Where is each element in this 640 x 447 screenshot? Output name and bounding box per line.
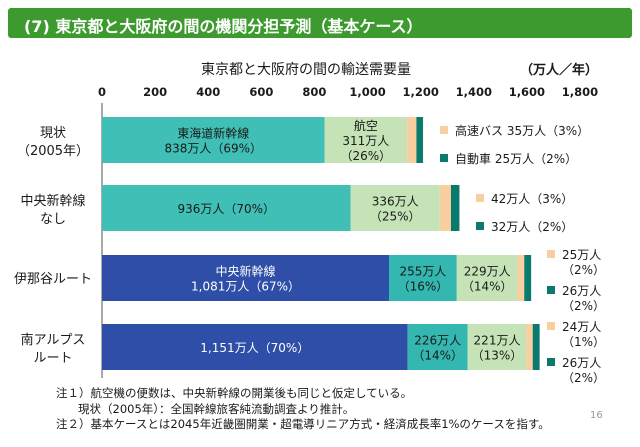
bar-segment-car: [524, 255, 532, 301]
unit-label: （万人／年）: [520, 62, 598, 78]
x-tick-label: 1,200: [402, 85, 438, 99]
data-label: （26%）: [340, 149, 391, 163]
data-label: （14%）: [462, 280, 513, 294]
bar-segment-car: [416, 117, 424, 163]
data-label: 1,081万人（67%）: [191, 280, 300, 294]
page-number: 16: [590, 410, 603, 421]
x-tick-label: 400: [196, 85, 220, 99]
x-tick-label: 600: [249, 85, 273, 99]
bus-side-label: （2%）: [562, 263, 605, 277]
car-side-label: 32万人（2%）: [491, 220, 573, 234]
car-side-label: 26万人: [562, 284, 601, 298]
chart-title: 東京都と大阪府の間の輸送需要量: [201, 62, 411, 78]
notes: 注１）航空機の便数は、中央新幹線の開業後も同じと仮定している。 現状（2005年…: [56, 386, 550, 433]
bus-legend-marker: [547, 322, 555, 330]
car-side-label: 自動車 25万人（2%）: [455, 152, 577, 166]
data-label: 311万人: [342, 134, 389, 148]
data-label: 航空: [354, 118, 378, 133]
category-label: 中央新幹線: [20, 193, 85, 209]
data-label: （25%）: [370, 210, 421, 224]
bus-side-label: 24万人: [562, 320, 601, 334]
bar-segment-car: [450, 185, 460, 231]
title-bar: (7) 東京都と大阪府の間の機関分担予測（基本ケース）: [8, 8, 632, 38]
data-label: 221万人: [474, 334, 521, 348]
car-legend-marker: [547, 358, 555, 366]
bar-segment-maglev: [102, 324, 408, 370]
category-label: ルート: [33, 351, 72, 366]
bus-side-label: 高速バス 35万人（3%）: [455, 123, 589, 138]
car-legend-marker: [440, 154, 448, 162]
bar-segment-air: [456, 255, 518, 301]
note-2: 注２）基本ケースとは2045年近畿圏開業・超電導リニア方式・経済成長率1%のケー…: [56, 417, 550, 431]
note-1-sub: 現状（2005年）：全国幹線旅客純流動調査より推計。: [78, 401, 355, 416]
data-label: （13%）: [472, 349, 523, 363]
bar-segment-maglev: [102, 255, 390, 301]
category-label: （2005年）: [17, 144, 89, 159]
x-tick-label: 200: [143, 85, 167, 99]
data-label: （16%）: [398, 280, 449, 294]
bar-segment-air: [467, 324, 527, 370]
data-label: （14%）: [412, 349, 463, 363]
bar-segment-shinkansen: [102, 185, 351, 231]
bus-legend-marker: [547, 250, 555, 258]
x-tick-label: 1,000: [349, 85, 385, 99]
car-side-label: （2%）: [562, 299, 605, 313]
page-title: (7) 東京都と大阪府の間の機関分担予測（基本ケース）: [24, 17, 423, 36]
data-label: 1,151万人（70%）: [200, 341, 309, 355]
data-label: 255万人: [399, 265, 446, 279]
bar-segment-air: [350, 185, 440, 231]
bus-legend-marker: [476, 194, 484, 202]
car-legend-marker: [547, 286, 555, 294]
category-label: 伊那谷ルート: [14, 272, 92, 287]
bus-legend-marker: [440, 126, 448, 134]
car-side-label: （2%）: [562, 371, 605, 385]
data-label: 中央新幹線: [216, 264, 276, 279]
bus-side-label: 25万人: [562, 248, 601, 262]
bar-segment-air: [324, 117, 408, 163]
category-label: 南アルプス: [21, 332, 86, 348]
data-label: 936万人（70%）: [177, 202, 275, 216]
x-tick-label: 0: [98, 85, 106, 99]
car-legend-marker: [476, 222, 484, 230]
bar-segment-bus: [526, 324, 533, 370]
bar-segment-bus: [439, 185, 451, 231]
data-label: 838万人（69%）: [164, 142, 262, 156]
bar-segment-shinkansen: [407, 324, 468, 370]
bar-segment-car: [532, 324, 540, 370]
data-label: 336万人: [372, 195, 419, 209]
bus-side-label: 42万人（3%）: [491, 192, 573, 206]
category-label: 現状: [40, 126, 66, 141]
note-1: 注１）航空機の便数は、中央新幹線の開業後も同じと仮定している。: [56, 386, 413, 400]
bar-segment-bus: [517, 255, 525, 301]
category-label: なし: [40, 212, 66, 227]
x-tick-label: 800: [302, 85, 326, 99]
x-tick-label: 1,600: [509, 85, 545, 99]
bus-side-label: （1%）: [562, 335, 605, 349]
bar-segment-shinkansen: [389, 255, 457, 301]
car-side-label: 26万人: [562, 356, 601, 370]
data-label: 226万人: [414, 334, 461, 348]
bar-segment-shinkansen: [102, 117, 325, 163]
data-label: 東海道新幹線: [177, 126, 249, 141]
data-label: 229万人: [464, 265, 511, 279]
bar-segment-bus: [407, 117, 417, 163]
x-tick-label: 1,800: [562, 85, 598, 99]
x-tick-label: 1,400: [456, 85, 492, 99]
